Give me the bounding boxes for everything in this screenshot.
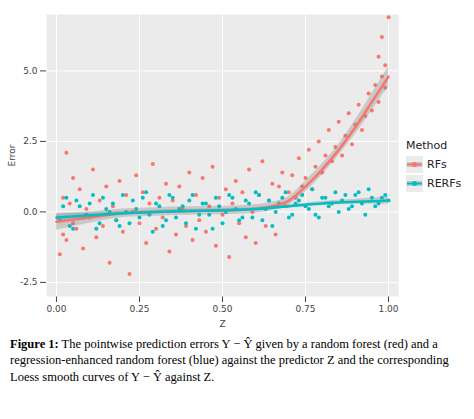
html-text:Figure 1: The pointwise predic: Figure 1: The pointwise prediction error… [10, 337, 449, 384]
html-text:RFs: RFs [427, 157, 447, 171]
svg-text:Error: Error [7, 144, 17, 166]
svg-text:1.00: 1.00 [379, 304, 399, 314]
svg-text:Z: Z [219, 319, 225, 329]
html-text:RERFs: RERFs [427, 176, 462, 190]
svg-text:0.75: 0.75 [295, 304, 315, 314]
svg-text:0.25: 0.25 [129, 304, 149, 314]
svg-text:2.5: 2.5 [23, 136, 37, 146]
html-text:Method: Method [406, 138, 448, 152]
svg-text:0.0: 0.0 [23, 207, 38, 217]
svg-text:5.0: 5.0 [23, 66, 38, 76]
svg-text:0.00: 0.00 [46, 304, 66, 314]
svg-text:-2.5: -2.5 [20, 277, 38, 287]
svg-text:0.50: 0.50 [212, 304, 232, 314]
